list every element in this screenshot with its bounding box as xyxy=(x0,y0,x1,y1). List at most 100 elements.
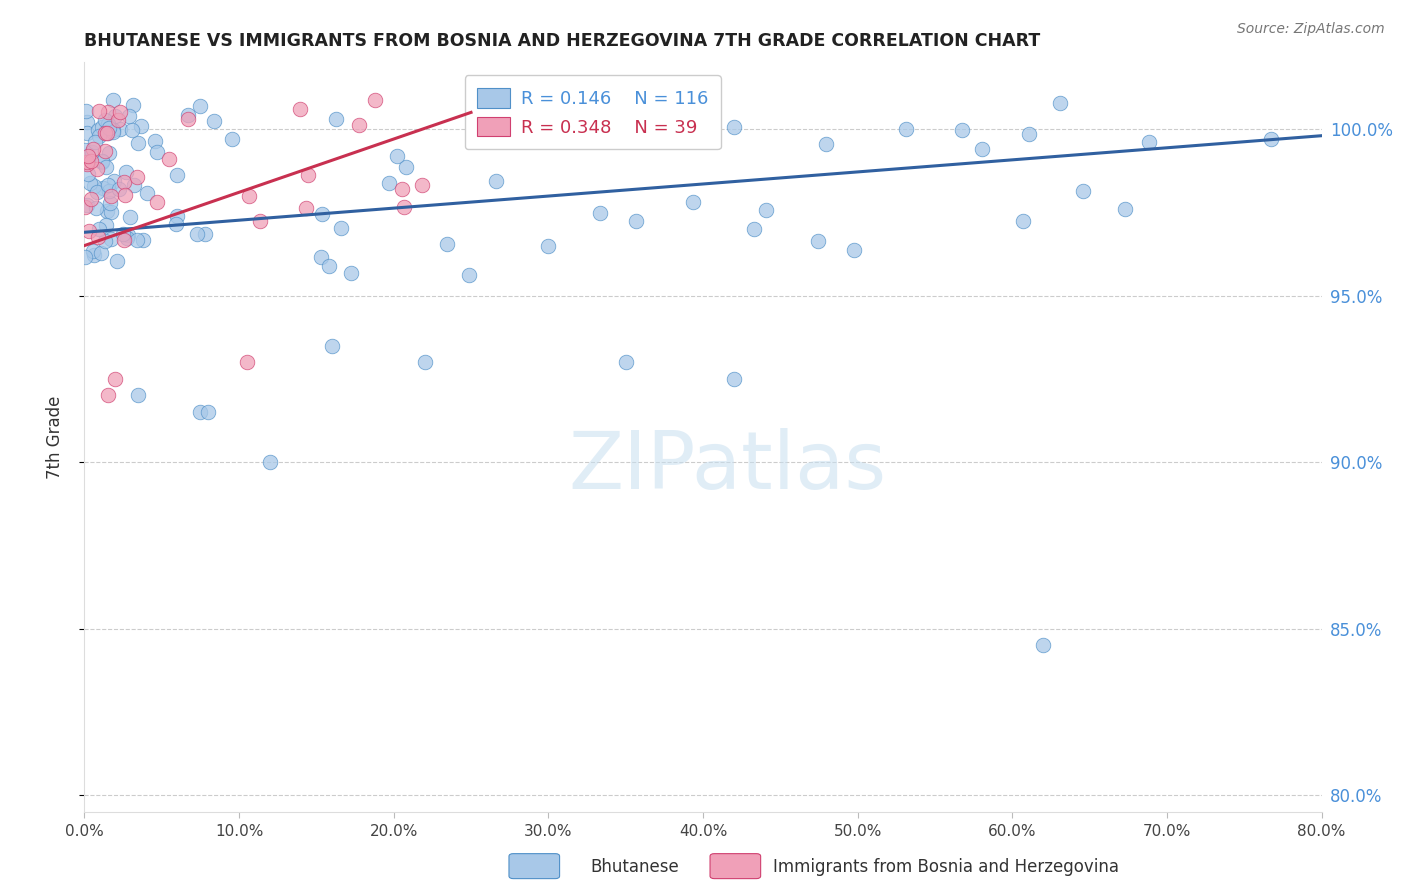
Point xyxy=(682,195,704,210)
Point xyxy=(104,110,127,124)
Point xyxy=(238,189,260,203)
Point xyxy=(98,120,121,135)
Point xyxy=(79,176,101,190)
Point xyxy=(86,201,108,215)
Point xyxy=(108,122,131,136)
Point xyxy=(391,182,413,196)
Point xyxy=(94,160,117,174)
Point xyxy=(96,126,118,140)
Point xyxy=(309,250,332,264)
Point xyxy=(413,355,436,369)
Point xyxy=(950,122,973,136)
Point xyxy=(77,167,100,181)
Point xyxy=(83,248,105,262)
Point xyxy=(114,165,136,179)
Point xyxy=(177,107,200,121)
Point xyxy=(94,145,117,159)
Point xyxy=(115,231,138,245)
Text: BHUTANESE VS IMMIGRANTS FROM BOSNIA AND HERZEGOVINA 7TH GRADE CORRELATION CHART: BHUTANESE VS IMMIGRANTS FROM BOSNIA AND … xyxy=(84,32,1040,50)
Point xyxy=(100,189,122,203)
Point xyxy=(1012,213,1035,227)
Point xyxy=(614,355,637,369)
Point xyxy=(87,222,110,236)
Point xyxy=(894,121,917,136)
Point xyxy=(378,177,401,191)
Point xyxy=(82,244,104,258)
Point xyxy=(83,178,105,193)
Point xyxy=(411,178,433,193)
Point xyxy=(1114,202,1136,217)
Point xyxy=(325,112,347,126)
Point xyxy=(80,154,103,169)
Text: Immigrants from Bosnia and Herzegovina: Immigrants from Bosnia and Herzegovina xyxy=(773,858,1119,876)
Point xyxy=(249,214,271,228)
Point xyxy=(145,195,167,210)
Point xyxy=(122,98,145,112)
Point xyxy=(75,143,97,157)
Point xyxy=(603,113,626,128)
Point xyxy=(108,182,131,196)
Point xyxy=(112,233,135,247)
Point xyxy=(197,405,219,419)
Point xyxy=(221,132,243,146)
Point xyxy=(94,234,117,248)
Point xyxy=(394,160,416,174)
Point xyxy=(97,117,120,131)
Point xyxy=(157,152,180,166)
Point xyxy=(103,174,125,188)
Point xyxy=(457,268,479,282)
Point xyxy=(100,232,122,246)
Legend: R = 0.146    N = 116, R = 0.348    N = 39: R = 0.146 N = 116, R = 0.348 N = 39 xyxy=(464,75,720,149)
Point xyxy=(117,227,139,242)
Point xyxy=(91,180,114,194)
Point xyxy=(80,192,103,206)
Point xyxy=(77,149,100,163)
Point xyxy=(235,355,259,369)
Point xyxy=(807,234,830,248)
Text: Source: ZipAtlas.com: Source: ZipAtlas.com xyxy=(1237,22,1385,37)
Point xyxy=(75,200,97,214)
Point xyxy=(188,99,211,113)
Point xyxy=(436,236,458,251)
Point xyxy=(112,227,135,241)
Point xyxy=(86,161,108,176)
Point xyxy=(76,157,98,171)
Point xyxy=(90,246,112,260)
Point xyxy=(87,230,110,244)
Point xyxy=(194,227,217,241)
Point xyxy=(321,338,343,352)
Point xyxy=(86,122,108,136)
Point xyxy=(76,155,98,169)
Point xyxy=(77,224,100,238)
Point xyxy=(387,149,409,163)
Point xyxy=(94,126,117,140)
Point xyxy=(624,214,647,228)
Point xyxy=(97,104,120,119)
Point xyxy=(589,206,612,220)
Point xyxy=(1049,95,1071,110)
Point xyxy=(76,115,98,129)
Point xyxy=(121,122,143,136)
Point xyxy=(165,217,187,231)
Point xyxy=(120,210,142,224)
Point xyxy=(76,126,98,140)
Point xyxy=(107,113,129,128)
Point xyxy=(96,203,118,218)
Point xyxy=(129,119,152,133)
Text: ZIPatlas: ZIPatlas xyxy=(568,428,887,506)
Point xyxy=(104,372,127,386)
Point xyxy=(143,134,166,148)
Point xyxy=(127,136,149,150)
Point xyxy=(82,142,104,156)
Point xyxy=(91,120,114,134)
Point xyxy=(742,222,765,236)
Point xyxy=(339,266,361,280)
Point xyxy=(329,221,352,235)
Point xyxy=(132,234,155,248)
Point xyxy=(392,200,415,214)
Point xyxy=(80,145,103,160)
Point xyxy=(86,186,108,200)
Point xyxy=(177,112,200,126)
Point xyxy=(91,155,114,169)
Point xyxy=(101,93,124,107)
